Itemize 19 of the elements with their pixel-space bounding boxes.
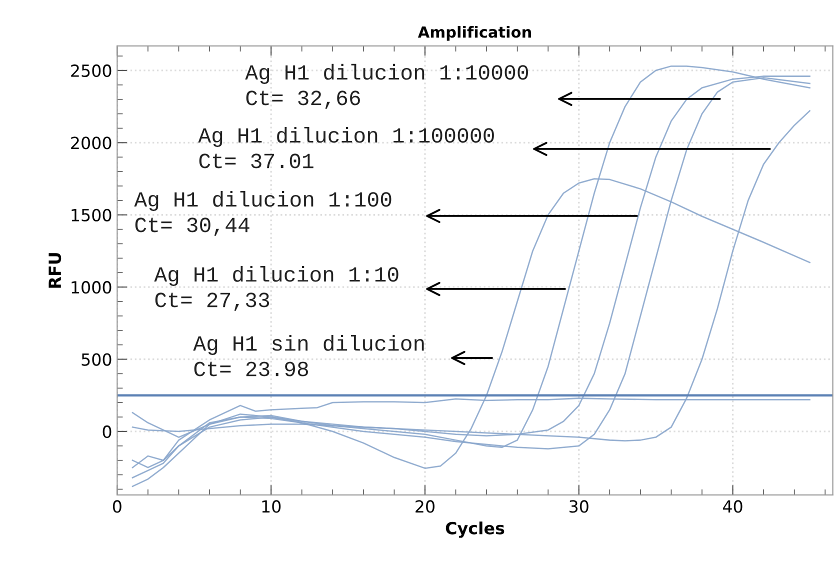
chart-title: Amplification bbox=[418, 26, 531, 41]
x-tick-label: 20 bbox=[416, 500, 434, 513]
x-tick-label: 10 bbox=[262, 500, 281, 513]
x-tick-label: 40 bbox=[722, 500, 742, 513]
annotation: Ag H1 dilucion 1:100000 Ct= 37.01 bbox=[198, 126, 494, 168]
y-tick-label: 1500 bbox=[72, 208, 112, 222]
annotation: Ag H1 sin dilucion Ct= 23.98 bbox=[193, 334, 424, 376]
y-tick-label: 2000 bbox=[71, 136, 112, 150]
annotation: Ag H1 dilucion 1:10 Ct= 27,33 bbox=[154, 266, 398, 311]
y-axis-title: RFU bbox=[48, 253, 62, 288]
x-axis-title: Cycles bbox=[446, 522, 504, 538]
annotation: Ag H1 dilucion 1:100 Ct= 30,44 bbox=[134, 190, 392, 236]
y-tick-label: 0 bbox=[102, 425, 112, 438]
annotation: Ag H1 dilucion 1:10000 Ct= 32,66 bbox=[245, 64, 528, 109]
y-tick-label: 500 bbox=[82, 353, 112, 366]
y-tick-label: 2500 bbox=[71, 64, 112, 78]
x-tick-label: 30 bbox=[570, 500, 588, 513]
x-tick-label: 0 bbox=[112, 500, 122, 513]
y-tick-label: 1000 bbox=[72, 281, 112, 294]
